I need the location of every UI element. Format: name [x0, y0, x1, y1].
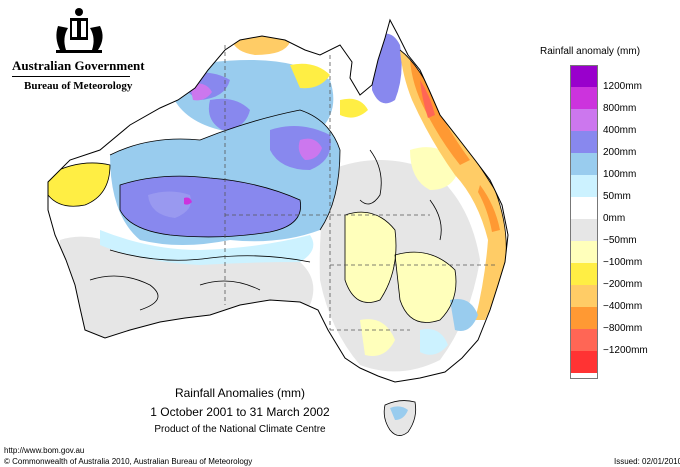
map-title: Rainfall Anomalies (mm)	[174, 386, 306, 400]
anomaly-zone	[410, 60, 470, 165]
legend-item: 50mm	[570, 175, 680, 202]
legend-label: 50mm	[603, 191, 631, 202]
legend-swatch	[570, 175, 598, 197]
divider	[12, 76, 130, 77]
anomaly-zone	[395, 252, 456, 323]
map-producer: Product of the National Climate Centre	[154, 424, 326, 435]
legend-item: 200mm	[570, 131, 680, 158]
anomaly-zone	[478, 185, 500, 232]
legend-title: Rainfall anomaly (mm)	[540, 46, 641, 57]
legend-swatch	[570, 307, 598, 329]
anomaly-zone	[450, 299, 478, 331]
anomaly-zone	[290, 63, 330, 89]
legend-swatch	[570, 329, 598, 351]
anomaly-zone	[340, 98, 368, 118]
legend-swatch	[570, 285, 598, 307]
legend-label: −50mm	[603, 235, 637, 246]
legend-swatch	[570, 197, 598, 219]
legend-label: 1200mm	[603, 81, 642, 92]
legend-swatch	[570, 65, 598, 87]
legend-label: −1200mm	[603, 345, 648, 356]
anomaly-zone	[390, 406, 408, 420]
legend-item	[570, 351, 680, 373]
legend-swatch	[570, 153, 598, 175]
map-period: 1 October 2001 to 31 March 2002	[150, 405, 330, 419]
legend-swatch	[570, 263, 598, 285]
anomaly-zone	[48, 162, 110, 207]
legend-item: 1200mm	[570, 65, 680, 92]
legend-item: −800mm	[570, 307, 680, 334]
legend-label: 800mm	[603, 103, 637, 114]
anomaly-zone	[232, 35, 290, 55]
legend-item: −200mm	[570, 263, 680, 290]
legend-swatch	[570, 241, 598, 263]
anomaly-zone	[298, 138, 322, 160]
anomaly-zone	[148, 191, 191, 218]
government-logo	[8, 6, 138, 106]
anomaly-zone	[184, 197, 192, 205]
legend-label: 400mm	[603, 125, 637, 136]
anomaly-zone	[420, 80, 435, 118]
bureau-name: Bureau of Meteorology	[24, 80, 133, 92]
website-link[interactable]: http://www.bom.gov.au	[4, 446, 85, 455]
legend-item: −400mm	[570, 285, 680, 312]
coastline	[47, 18, 509, 383]
issued-date: Issued: 02/01/2010	[614, 457, 680, 466]
legend-label: −400mm	[603, 301, 643, 312]
legend-label: 100mm	[603, 169, 637, 180]
legend-label: −100mm	[603, 257, 643, 268]
anomaly-zone	[120, 176, 301, 237]
anomaly-zone	[208, 98, 250, 130]
legend-item: 800mm	[570, 87, 680, 114]
anomaly-zone	[360, 319, 395, 356]
legend-item: 100mm	[570, 153, 680, 180]
legend: 1200mm 800mm 400mm 200mm 100mm 50mm 0mm −50mm −1…	[570, 65, 680, 373]
legend-swatch	[570, 351, 598, 373]
legend-label: −800mm	[603, 323, 643, 334]
legend-label: 200mm	[603, 147, 637, 158]
legend-swatch	[570, 87, 598, 109]
legend-item: −50mm	[570, 219, 680, 246]
legend-swatch	[570, 109, 598, 131]
state-borders	[224, 45, 495, 331]
legend-label: −200mm	[603, 279, 643, 290]
legend-swatch	[570, 219, 598, 241]
legend-item: −1200mm	[570, 329, 680, 356]
legend-item: 0mm	[570, 197, 680, 224]
anomaly-zone	[420, 329, 448, 355]
government-name: Australian Government	[12, 58, 145, 73]
coat-of-arms-icon	[56, 8, 103, 53]
legend-label: 0mm	[603, 213, 626, 224]
copyright-notice: © Commonwealth of Australia 2010, Austra…	[4, 457, 253, 466]
legend-item: 400mm	[570, 109, 680, 136]
anomaly-zone	[345, 212, 396, 303]
legend-item: −100mm	[570, 241, 680, 268]
anomaly-zone	[400, 50, 507, 320]
legend-swatch	[570, 131, 598, 153]
